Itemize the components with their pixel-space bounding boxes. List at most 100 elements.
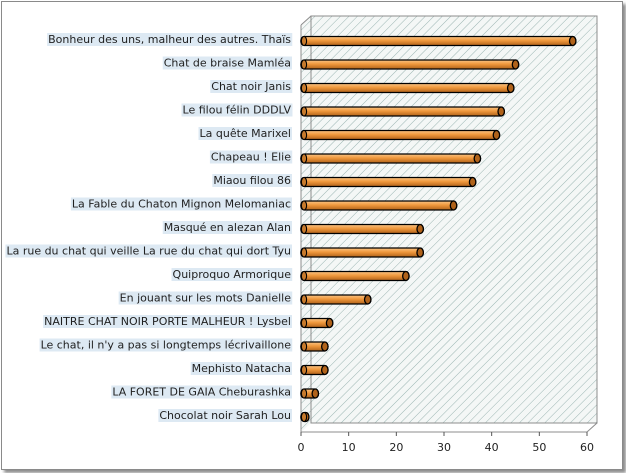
category-label-bg [47,33,293,46]
bar-start-cap [300,294,308,305]
category-label: La rue du chat qui veille La rue du chat… [6,245,291,258]
x-tick-label: 0 [298,441,305,454]
bar [300,411,310,423]
category-label-bg [111,385,292,399]
bar-start-cap [300,129,308,141]
bar [300,317,334,329]
plot-wall-fill [301,16,597,432]
category-label: Masqué en alezan Alan [164,221,291,234]
category-label: Mephisto Natacha [192,362,291,375]
category-label-bg [198,127,292,140]
bar-cap [511,59,520,70]
category-labels: Bonheur des uns, malheur des autres. Tha… [5,33,293,422]
x-axis: 0 10 20 30 40 50 60 [298,432,594,454]
bar-body [300,129,501,141]
bar-cap [497,106,506,117]
category-label: Chapeau ! Elie [211,151,291,164]
bar [300,247,425,258]
bar [300,153,482,164]
bar-start-cap [300,341,308,352]
bar-cap [449,200,458,211]
bar-cap [492,129,501,141]
bar [300,35,577,47]
depth-edge-bottom [586,422,598,433]
bar [300,294,372,305]
category-label-bg [39,338,293,352]
category-label-bg [43,315,292,328]
category-label-bg [209,150,293,164]
category-label: NAITRE CHAT NOIR PORTE MALHEUR ! Lysbel [44,315,291,328]
bar-body [300,223,425,235]
category-label-bg [181,103,293,117]
category-label-bg [70,197,292,211]
bar-start-cap [300,59,308,70]
plot-wall-border [310,15,598,424]
x-tick-label: 50 [532,441,546,454]
category-label: Miaou filou 86 [213,174,291,187]
bar-start-cap [300,223,308,235]
category-label-bg [162,56,292,70]
bar [300,82,515,94]
bar-body [300,294,372,305]
category-label: Chocolat noir Sarah Lou [159,409,291,422]
bar-body [300,153,482,164]
bar [300,176,477,188]
bar-cap [416,247,425,258]
bar-start-cap [300,153,308,164]
category-label: LA FORET DE GAIA Cheburashka [112,386,291,399]
bar-cap [320,364,329,376]
category-label-bg [210,80,293,93]
x-tick-label: 60 [580,441,594,454]
category-label: La quête Marixel [200,127,291,140]
bar-body [300,200,458,211]
bar [300,270,410,282]
bar-cap [311,388,320,399]
bars [300,35,577,423]
category-label: Le filou félin DDDLV [183,104,292,117]
bar-start-cap [300,411,308,423]
bar-cap [325,317,334,329]
bar [300,223,425,235]
bar-start-cap [300,317,308,329]
bar-body [300,176,477,188]
bar-cap [402,270,410,282]
category-label-bg [118,291,293,305]
bar-cap [416,223,425,235]
x-tick-label: 20 [389,441,403,454]
bar-body [300,247,425,258]
bar-body [300,82,515,94]
category-label-bg [212,174,292,187]
category-label: Chat noir Janis [211,80,291,93]
category-label: Quiproquo Armorique [173,268,292,281]
bar-start-cap [300,200,308,211]
bar-body [300,106,506,117]
category-label-bg [158,409,292,422]
category-label: Le chat, il n'y a pas si longtemps lécri… [41,339,292,352]
category-label: En jouant sur les mots Danielle [120,292,292,305]
bar [300,129,501,141]
category-label-bg [162,221,293,234]
bar-start-cap [300,35,308,47]
bar-start-cap [300,106,308,117]
category-label: La Fable du Chaton Mignon Melomaniac [72,198,291,211]
bar-start-cap [300,82,308,94]
x-tick-label: 10 [342,441,356,454]
bar-cap [568,35,577,47]
category-label: Chat de braise Mamléa [164,57,291,70]
category-label-bg [5,244,292,258]
bar-cap [473,153,482,164]
bar-cap [468,176,477,188]
bar [300,364,329,376]
category-label-bg [171,268,293,281]
bar-start-cap [300,270,308,282]
x-tick-label: 40 [485,441,499,454]
bar [300,388,320,399]
bar [300,200,458,211]
bar-start-cap [300,247,308,258]
depth-edge-top [300,15,312,26]
bar-cap [363,294,372,305]
bar-start-cap [300,364,308,376]
bar [300,106,506,117]
bar-cap [320,341,329,352]
